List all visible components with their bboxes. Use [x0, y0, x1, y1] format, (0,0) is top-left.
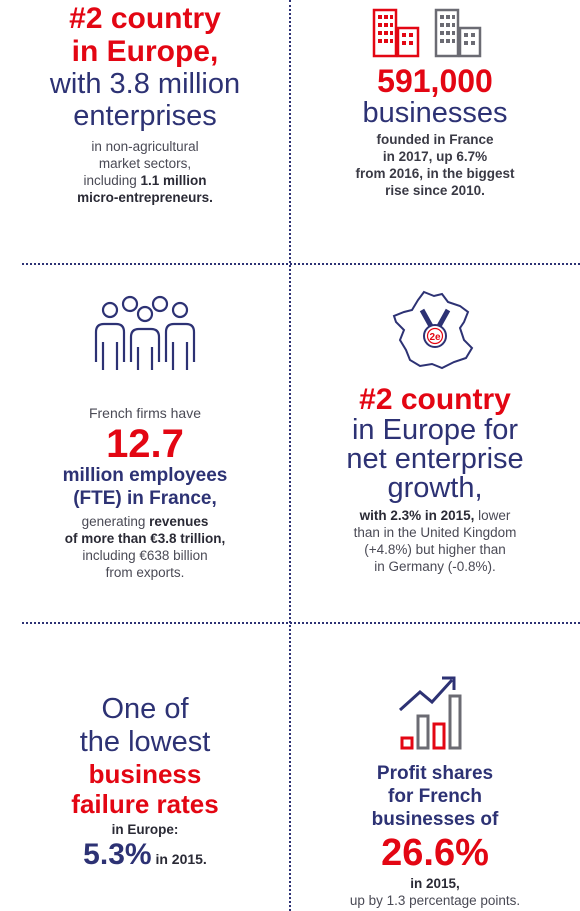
- block1-body-line4: micro-entrepreneurs.: [77, 190, 213, 205]
- block3-intro: French firms have: [88, 405, 202, 421]
- block6-body-line1: in 2015,: [410, 876, 460, 891]
- block6-label-line2: for French: [388, 786, 482, 807]
- block3-body-line4: from exports.: [105, 565, 185, 580]
- block4-body-line3: (+4.8%) but higher than: [364, 542, 506, 557]
- block4-headline: #2 country: [359, 383, 511, 416]
- block2-number: 591,000: [377, 63, 493, 99]
- stat-block-failure-rate: One of the lowest business failure rates…: [0, 693, 290, 877]
- block5-sub-line2: the lowest: [79, 726, 211, 758]
- block4-body-line4: in Germany (-0.8%).: [374, 559, 496, 574]
- block2-body-line3: from 2016, in the biggest: [355, 166, 515, 181]
- block4-body-line2: than in the United Kingdom: [353, 525, 517, 540]
- block2-unit: businesses: [362, 97, 508, 129]
- block6-label-line1: Profit shares: [376, 763, 494, 784]
- block5-number: 5.3%: [83, 838, 152, 871]
- block6-label-line3: businesses of: [371, 809, 499, 830]
- stat-block-growth: 2e #2 country in Europe for net enterpri…: [290, 288, 580, 575]
- block6-number: 26.6%: [381, 832, 489, 874]
- stat-block-enterprises: #2 country in Europe, with 3.8 million e…: [0, 0, 290, 206]
- block4-sub-line3: growth,: [387, 472, 483, 504]
- growth-chart-icon: [390, 662, 480, 754]
- vertical-divider: [289, 0, 291, 911]
- block1-body-line2: market sectors,: [98, 156, 192, 171]
- stat-block-profit-share: Profit shares for French businesses of 2…: [290, 662, 580, 909]
- block3-body-line3: including €638 billion: [82, 548, 208, 563]
- horizontal-divider-2: [22, 622, 580, 624]
- block2-body-line1: founded in France: [376, 132, 494, 147]
- block3-body-line1: generating revenues: [0, 513, 290, 530]
- block1-headline-line1: #2 country: [69, 2, 221, 35]
- block2-body-line4: rise since 2010.: [385, 183, 485, 198]
- block4-body-line1-bold: with 2.3% in 2015,: [359, 508, 475, 523]
- block5-number-line: 5.3% in 2015.: [0, 838, 290, 877]
- block5-body-line1: in Europe:: [111, 822, 179, 837]
- medal-label: 2e: [429, 332, 441, 343]
- stat-block-employees: French firms have 12.7 million employees…: [0, 292, 290, 581]
- block5-headline-line2: failure rates: [71, 789, 219, 819]
- block1-headline-line2: in Europe,: [71, 35, 219, 68]
- block1-body-line1: in non-agricultural: [91, 139, 199, 154]
- block3-body-line2: of more than €3.8 trillion,: [64, 531, 226, 546]
- block4-sub-line1: in Europe for: [351, 414, 519, 446]
- block6-body-line2: up by 1.3 percentage points.: [349, 893, 521, 908]
- block3-number: 12.7: [106, 422, 184, 466]
- block4-body-line1: with 2.3% in 2015, lower: [290, 507, 580, 524]
- block1-sub-line2: enterprises: [73, 100, 217, 132]
- block4-sub-line2: net enterprise: [346, 443, 524, 475]
- stat-block-new-businesses: 591,000 businesses founded in France in …: [290, 0, 580, 199]
- horizontal-divider-1: [22, 263, 580, 265]
- block1-body-line3-pre: including: [83, 173, 141, 188]
- block5-number-suffix: in 2015.: [151, 851, 207, 867]
- france-medal-icon: 2e: [390, 288, 480, 376]
- block3-body-line1-bold: revenues: [149, 514, 209, 529]
- block5-sub-line1: One of: [101, 693, 189, 725]
- block1-body-line3-bold: 1.1 million: [140, 173, 207, 188]
- block4-body-line1-rest: lower: [474, 508, 511, 523]
- block5-headline-line1: business: [88, 759, 202, 789]
- people-icon: [90, 292, 200, 372]
- block2-body-line2: in 2017, up 6.7%: [382, 149, 488, 164]
- block1-sub-line1: with 3.8 million: [49, 68, 241, 100]
- buildings-icon: [370, 8, 500, 58]
- block3-label-line2: (FTE) in France,: [73, 488, 217, 509]
- block3-label-line1: million employees: [62, 465, 228, 486]
- block3-body-line1-pre: generating: [81, 514, 150, 529]
- block1-body-line3: including 1.1 million: [0, 172, 290, 189]
